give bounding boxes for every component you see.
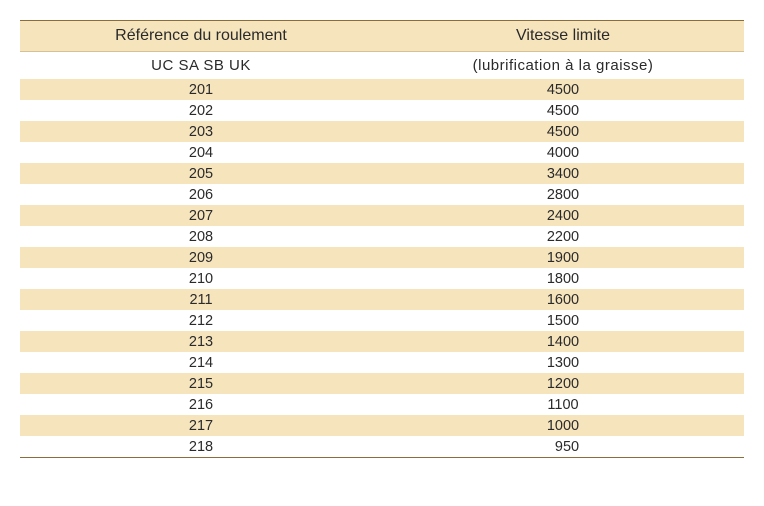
subheader-reference: UC SA SB UK <box>20 52 382 79</box>
cell-reference: 210 <box>20 268 382 289</box>
table-header-row-1: Référence du roulement Vitesse limite <box>20 21 744 52</box>
table-row: 2062800 <box>20 184 744 205</box>
cell-speed: 950 <box>382 436 744 457</box>
cell-speed: 2200 <box>382 226 744 247</box>
cell-speed: 4500 <box>382 100 744 121</box>
cell-speed: 1100 <box>382 394 744 415</box>
table-row: 2044000 <box>20 142 744 163</box>
table-row: 2091900 <box>20 247 744 268</box>
table-body: 2014500202450020345002044000205340020628… <box>20 79 744 457</box>
cell-reference: 206 <box>20 184 382 205</box>
cell-reference: 215 <box>20 373 382 394</box>
table-row: 2171000 <box>20 415 744 436</box>
cell-speed: 1500 <box>382 310 744 331</box>
cell-reference: 205 <box>20 163 382 184</box>
cell-reference: 212 <box>20 310 382 331</box>
subheader-speed: (lubrification à la graisse) <box>382 52 744 79</box>
cell-reference: 203 <box>20 121 382 142</box>
cell-speed: 4500 <box>382 79 744 100</box>
cell-reference: 214 <box>20 352 382 373</box>
cell-reference: 201 <box>20 79 382 100</box>
cell-speed: 1600 <box>382 289 744 310</box>
cell-reference: 217 <box>20 415 382 436</box>
table-header-row-2: UC SA SB UK (lubrification à la graisse) <box>20 52 744 79</box>
table-row: 2101800 <box>20 268 744 289</box>
cell-reference: 208 <box>20 226 382 247</box>
cell-speed: 3400 <box>382 163 744 184</box>
cell-speed: 4500 <box>382 121 744 142</box>
cell-speed: 1000 <box>382 415 744 436</box>
table-row: 2014500 <box>20 79 744 100</box>
cell-speed: 1300 <box>382 352 744 373</box>
cell-speed: 2400 <box>382 205 744 226</box>
cell-reference: 218 <box>20 436 382 457</box>
cell-speed: 1900 <box>382 247 744 268</box>
cell-speed: 4000 <box>382 142 744 163</box>
cell-reference: 202 <box>20 100 382 121</box>
table-row: 2161100 <box>20 394 744 415</box>
cell-speed: 2800 <box>382 184 744 205</box>
cell-reference: 211 <box>20 289 382 310</box>
header-reference: Référence du roulement <box>20 21 382 52</box>
table-row: 2082200 <box>20 226 744 247</box>
table-row: 2024500 <box>20 100 744 121</box>
cell-speed: 1800 <box>382 268 744 289</box>
table-row: 2053400 <box>20 163 744 184</box>
table-row: 218 950 <box>20 436 744 457</box>
cell-reference: 209 <box>20 247 382 268</box>
cell-reference: 207 <box>20 205 382 226</box>
table-row: 2151200 <box>20 373 744 394</box>
table-row: 2111600 <box>20 289 744 310</box>
cell-speed: 1400 <box>382 331 744 352</box>
table-row: 2034500 <box>20 121 744 142</box>
cell-reference: 213 <box>20 331 382 352</box>
cell-speed: 1200 <box>382 373 744 394</box>
table-row: 2072400 <box>20 205 744 226</box>
table-row: 2141300 <box>20 352 744 373</box>
table-row: 2121500 <box>20 310 744 331</box>
table-row: 2131400 <box>20 331 744 352</box>
cell-reference: 216 <box>20 394 382 415</box>
header-speed: Vitesse limite <box>382 21 744 52</box>
speed-limit-table: Référence du roulement Vitesse limite UC… <box>20 20 744 458</box>
cell-reference: 204 <box>20 142 382 163</box>
